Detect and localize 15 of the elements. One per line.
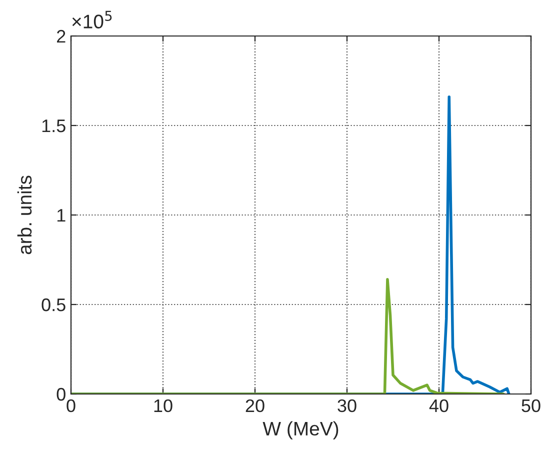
- y-tick-label: 1: [57, 209, 66, 222]
- y-axis-title: arb. units: [17, 176, 32, 254]
- x-tick-label: 30: [338, 399, 356, 412]
- x-tick-label: 20: [246, 399, 264, 412]
- x-tick-label: 40: [429, 399, 448, 412]
- y-tick-label: 2: [57, 30, 66, 43]
- x-tick-label: 0: [66, 399, 76, 412]
- x-axis-title: W (MeV): [262, 421, 338, 440]
- y-tick-label: 1.5: [42, 120, 66, 132]
- x-tick-label: 10: [154, 399, 172, 412]
- x-tick-label: 50: [522, 399, 540, 412]
- y-tick-label: 0.5: [42, 298, 66, 312]
- line-series: [71, 278, 505, 394]
- text: ×10$^{5}$: [72, 10, 112, 28]
- y-tick-label: 0: [56, 388, 66, 401]
